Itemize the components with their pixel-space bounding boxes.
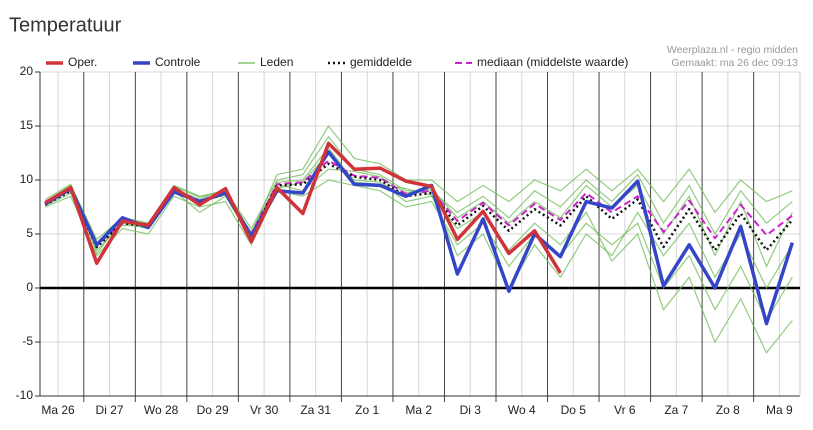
x-tick-label: Vr 30 (250, 403, 279, 417)
x-tick-label: Do 29 (197, 403, 229, 417)
x-tick-label: Ma 9 (766, 403, 793, 417)
member-line (44, 179, 793, 322)
x-tick-label: Wo 28 (144, 403, 179, 417)
legend-label: Leden (260, 55, 293, 69)
x-tick-label: Za 7 (664, 403, 688, 417)
chart-title: Temperatuur (9, 14, 122, 36)
x-tick-label: Vr 6 (614, 403, 636, 417)
legend-label: gemiddelde (350, 55, 412, 69)
x-tick-label: Ma 2 (405, 403, 432, 417)
created: Gemaakt: ma 26 dec 09:13 (671, 57, 798, 69)
y-tick-label: 5 (26, 226, 33, 240)
x-tick-label: Zo 8 (716, 403, 740, 417)
x-tick-label: Di 27 (96, 403, 124, 417)
y-tick-label: -5 (22, 334, 33, 348)
legend-label: mediaan (middelste waarde) (477, 55, 628, 69)
y-tick-label: 0 (26, 280, 33, 294)
y-tick-label: 10 (20, 172, 34, 186)
series-line (44, 150, 794, 326)
x-tick-label: Zo 1 (355, 403, 379, 417)
y-tick-label: 20 (20, 64, 34, 78)
y-tick-label: 15 (20, 118, 34, 132)
legend-label: Oper. (68, 55, 97, 69)
x-tick-label: Za 31 (300, 403, 331, 417)
x-tick-label: Ma 26 (41, 403, 75, 417)
x-tick-label: Di 3 (460, 403, 482, 417)
source: Weerplaza.nl - regio midden (667, 44, 798, 56)
x-tick-label: Do 5 (561, 403, 587, 417)
y-tick-label: -10 (16, 388, 34, 402)
legend-label: Controle (155, 55, 201, 69)
series-line (44, 141, 562, 274)
x-tick-label: Wo 4 (508, 403, 536, 417)
